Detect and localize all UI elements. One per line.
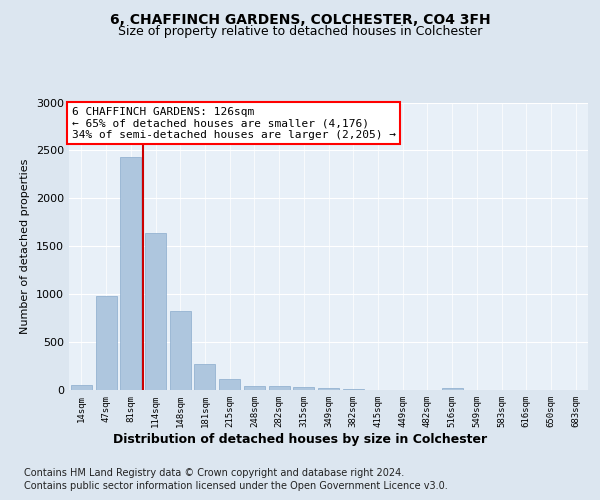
Bar xyxy=(269,386,290,390)
Text: Size of property relative to detached houses in Colchester: Size of property relative to detached ho… xyxy=(118,25,482,38)
Bar xyxy=(293,387,314,390)
Text: 6 CHAFFINCH GARDENS: 126sqm
← 65% of detached houses are smaller (4,176)
34% of : 6 CHAFFINCH GARDENS: 126sqm ← 65% of det… xyxy=(71,107,395,140)
Bar xyxy=(95,296,116,390)
Bar xyxy=(442,388,463,390)
Bar xyxy=(170,312,191,390)
Bar xyxy=(219,380,240,390)
Text: Distribution of detached houses by size in Colchester: Distribution of detached houses by size … xyxy=(113,432,487,446)
Text: Contains public sector information licensed under the Open Government Licence v3: Contains public sector information licen… xyxy=(24,481,448,491)
Bar xyxy=(244,386,265,390)
Bar xyxy=(318,388,339,390)
Bar xyxy=(145,233,166,390)
Bar xyxy=(194,364,215,390)
Y-axis label: Number of detached properties: Number of detached properties xyxy=(20,158,31,334)
Bar xyxy=(343,389,364,390)
Text: Contains HM Land Registry data © Crown copyright and database right 2024.: Contains HM Land Registry data © Crown c… xyxy=(24,468,404,477)
Bar xyxy=(71,385,92,390)
Text: 6, CHAFFINCH GARDENS, COLCHESTER, CO4 3FH: 6, CHAFFINCH GARDENS, COLCHESTER, CO4 3F… xyxy=(110,12,490,26)
Bar xyxy=(120,157,141,390)
